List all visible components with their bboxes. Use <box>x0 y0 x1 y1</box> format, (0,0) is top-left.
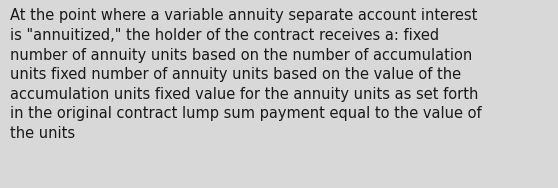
Text: At the point where a variable annuity separate account interest
is "annuitized,": At the point where a variable annuity se… <box>10 8 482 141</box>
